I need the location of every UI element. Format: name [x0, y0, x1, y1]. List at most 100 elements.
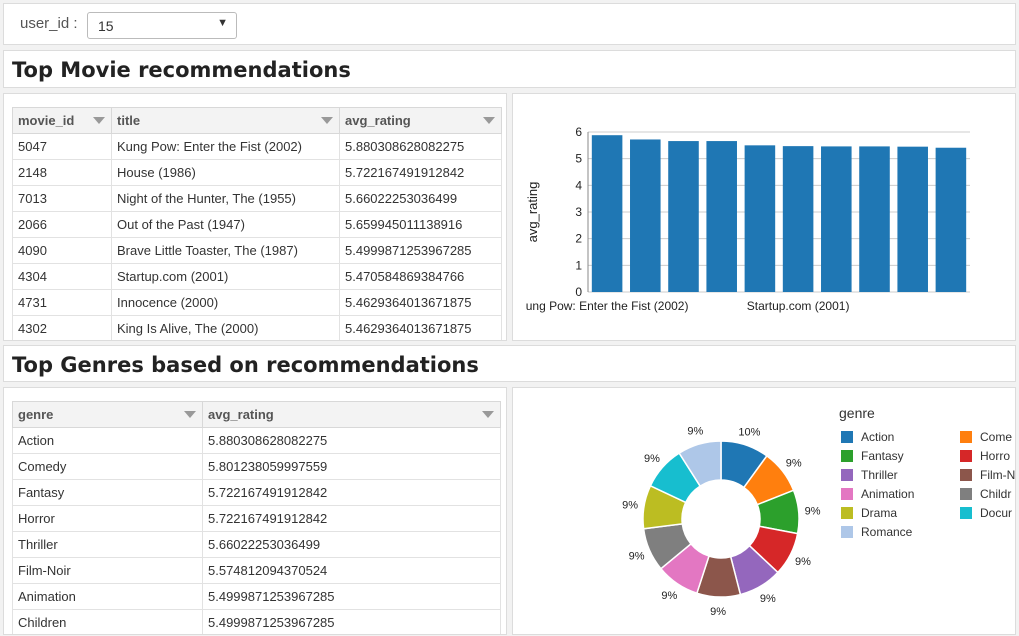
genres-cell-genre: Fantasy [12, 479, 203, 506]
genres-cell-avg-rating: 5.722167491912842 [202, 505, 501, 532]
pie-slice-percent-label: 9% [760, 593, 776, 605]
user-id-selected-value: 15 [98, 18, 114, 34]
pie-slice [678, 440, 722, 488]
movies-table-panel: movie_id title avg_rating 5047 Kung Pow: En… [3, 93, 507, 341]
genres-table-row[interactable]: Children 5.4999871253967285 [12, 609, 501, 634]
pie-slice-percent-label: 9% [622, 500, 638, 512]
genres-cell-genre: Film-Noir [12, 557, 203, 584]
movies-table-row[interactable]: 5047 Kung Pow: Enter the Fist (2002) 5.880… [12, 133, 502, 160]
legend-title: genre [839, 405, 875, 421]
movies-column-header-movie-id[interactable]: movie_id [12, 107, 112, 134]
legend-entry-label: Action [861, 430, 894, 444]
y-tick-label: 0 [575, 285, 582, 299]
column-header-label: title [117, 113, 141, 128]
genres-table-row[interactable]: Horror 5.722167491912842 [12, 505, 501, 532]
movies-cell-avg-rating: 5.880308628082275 [339, 133, 502, 160]
movies-cell-movie-id: 2066 [12, 211, 112, 238]
movies-cell-title: Brave Little Toaster, The (1987) [111, 237, 340, 264]
movies-cell-title: Kung Pow: Enter the Fist (2002) [111, 133, 340, 160]
legend-entry-label: Romance [861, 525, 913, 539]
genres-section-title: Top Genres based on recommendations [12, 353, 479, 377]
movies-cell-avg-rating: 5.470584869384766 [339, 263, 502, 290]
movies-table-row[interactable]: 4304 Startup.com (2001) 5.470584869384766 [12, 263, 502, 290]
genres-table-row[interactable]: Fantasy 5.722167491912842 [12, 479, 501, 506]
genres-cell-genre: Animation [12, 583, 203, 610]
legend-entry-label: Animation [861, 487, 914, 501]
pie-slice-percent-label: 10% [738, 427, 760, 439]
legend-swatch [841, 431, 853, 443]
movies-column-header-avg-rating[interactable]: avg_rating [339, 107, 502, 134]
genres-cell-genre: Thriller [12, 531, 203, 558]
legend-entry-label: Docur [980, 506, 1012, 520]
filter-bar: user_id : 15 ▼ [3, 3, 1016, 45]
y-tick-label: 1 [575, 258, 582, 272]
movies-cell-avg-rating: 5.4629364013671875 [339, 289, 502, 316]
bar [744, 145, 776, 292]
movies-cell-movie-id: 7013 [12, 185, 112, 212]
movies-table-row[interactable]: 2148 House (1986) 5.722167491912842 [12, 159, 502, 186]
y-tick-label: 4 [575, 178, 582, 192]
bar [668, 141, 699, 292]
movies-table-row[interactable]: 4302 King Is Alive, The (2000) 5.462936401… [12, 315, 502, 340]
pie-slice-percent-label: 9% [644, 453, 660, 465]
movies-cell-title: Night of the Hunter, The (1955) [111, 185, 340, 212]
movies-table-row[interactable]: 4731 Innocence (2000) 5.4629364013671875 [12, 289, 502, 316]
genres-table-row[interactable]: Animation 5.4999871253967285 [12, 583, 501, 610]
movies-table-row[interactable]: 7013 Night of the Hunter, The (1955) 5.660… [12, 185, 502, 212]
movies-table: movie_id title avg_rating 5047 Kung Pow: En… [12, 107, 502, 340]
genres-cell-avg-rating: 5.66022253036499 [202, 531, 501, 558]
genres-table-row[interactable]: Thriller 5.66022253036499 [12, 531, 501, 558]
genres-column-header-genre[interactable]: genre [12, 401, 203, 428]
genres-section-header: Top Genres based on recommendations [3, 345, 1016, 382]
legend-entry-label: Drama [861, 506, 897, 520]
legend-swatch [960, 469, 972, 481]
genres-table: genre avg_rating Action 5.880308628082275 C… [12, 401, 501, 634]
genres-cell-genre: Comedy [12, 453, 203, 480]
movies-cell-movie-id: 4731 [12, 289, 112, 316]
legend-entry-label: Thriller [861, 468, 898, 482]
genres-table-row[interactable]: Comedy 5.801238059997559 [12, 453, 501, 480]
movies-table-row[interactable]: 2066 Out of the Past (1947) 5.659945011138… [12, 211, 502, 238]
column-header-label: genre [18, 407, 54, 422]
movies-cell-title: Startup.com (2001) [111, 263, 340, 290]
user-id-select[interactable]: 15 ▼ [87, 12, 237, 39]
movies-cell-movie-id: 5047 [12, 133, 112, 160]
bar [859, 146, 890, 292]
legend-swatch [841, 469, 853, 481]
y-tick-label: 5 [575, 152, 582, 166]
movies-bar-chart-panel: 0 1 2 3 4 5 6 avg_rating ung Pow: Enter the Fist… [512, 93, 1016, 341]
genres-donut-chart-panel: 10% 9% 9% 9% 9% 9% 9% 9% 9% 9% 9% genre Action Fantas… [512, 387, 1016, 635]
movies-cell-movie-id: 4304 [12, 263, 112, 290]
legend-swatch [960, 450, 972, 462]
x-tick-label: Startup.com (2001) [747, 299, 850, 313]
sort-caret-icon[interactable] [482, 411, 494, 418]
genres-table-row[interactable]: Film-Noir 5.574812094370524 [12, 557, 501, 584]
genres-cell-genre: Children [12, 609, 203, 634]
y-tick-label: 2 [575, 232, 582, 246]
genres-table-row[interactable]: Action 5.880308628082275 [12, 427, 501, 454]
column-header-label: movie_id [18, 113, 75, 128]
bar [706, 141, 737, 292]
pie-slice-percent-label: 9% [786, 458, 802, 470]
sort-caret-icon[interactable] [483, 117, 495, 124]
sort-caret-icon[interactable] [93, 117, 105, 124]
bar [821, 146, 852, 292]
movies-table-row[interactable]: 4090 Brave Little Toaster, The (1987) 5.49… [12, 237, 502, 264]
movies-section-title: Top Movie recommendations [12, 58, 351, 82]
movies-cell-avg-rating: 5.659945011138916 [339, 211, 502, 238]
movies-cell-avg-rating: 5.722167491912842 [339, 159, 502, 186]
pie-slice-percent-label: 9% [805, 505, 821, 517]
column-header-label: avg_rating [345, 113, 411, 128]
legend-swatch [841, 507, 853, 519]
sort-caret-icon[interactable] [321, 117, 333, 124]
column-header-label: avg_rating [208, 407, 274, 422]
genres-cell-avg-rating: 5.4999871253967285 [202, 583, 501, 610]
chevron-down-icon: ▼ [217, 17, 228, 29]
genres-column-header-avg-rating[interactable]: avg_rating [202, 401, 501, 428]
sort-caret-icon[interactable] [184, 411, 196, 418]
movies-column-header-title[interactable]: title [111, 107, 340, 134]
bar [935, 147, 967, 292]
legend-entry-label: Come [980, 430, 1012, 444]
pie-slice-percent-label: 9% [795, 556, 811, 568]
